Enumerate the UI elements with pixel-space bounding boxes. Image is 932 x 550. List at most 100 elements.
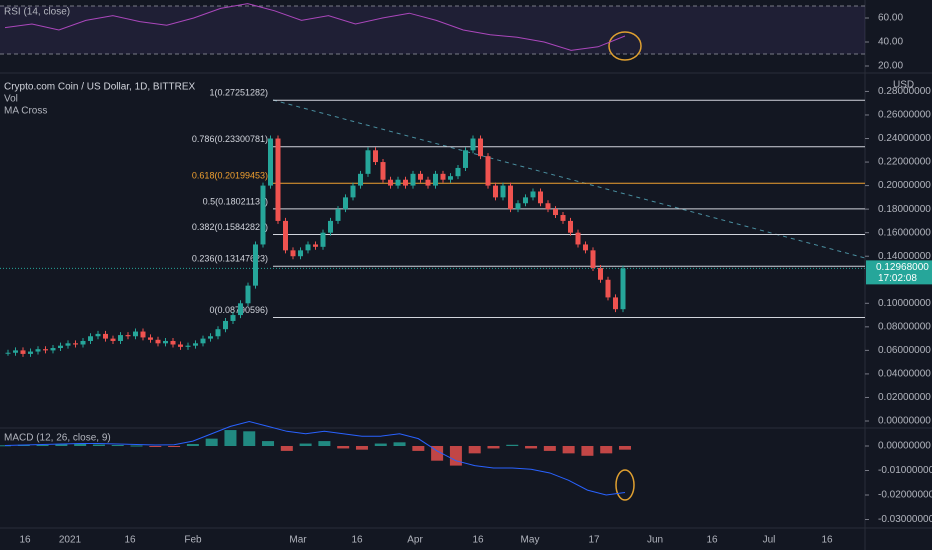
- price-tick-label: 0.28000000: [878, 86, 931, 97]
- macd-bar: [374, 443, 387, 446]
- macd-bar: [393, 442, 406, 446]
- price-tick-label: 0.26000000: [878, 110, 931, 121]
- candle: [238, 303, 243, 316]
- fib-label: 0.382(0.15842825): [192, 222, 268, 232]
- candle: [283, 220, 288, 251]
- macd-bar: [431, 446, 444, 461]
- candle: [313, 244, 318, 247]
- candle: [260, 185, 266, 245]
- candle: [388, 179, 393, 186]
- macd-tick-label: -0.02000000: [878, 490, 932, 501]
- macd-bar: [581, 446, 594, 456]
- candle: [508, 185, 513, 210]
- candle: [275, 138, 281, 221]
- candle: [208, 336, 213, 339]
- candle: [560, 215, 566, 221]
- candle: [470, 138, 476, 151]
- candle: [133, 331, 138, 337]
- candle: [358, 173, 363, 186]
- price-tick-label: 0.02000000: [878, 392, 931, 403]
- annotation-circle: [608, 31, 642, 61]
- rsi-tick-label: 40.00: [878, 37, 903, 48]
- candle: [613, 297, 618, 310]
- fib-label: 0.236(0.13147623): [192, 254, 268, 264]
- last-price-label: 0.12968000: [876, 262, 929, 273]
- annotation-circle: [615, 469, 635, 501]
- candle: [410, 173, 416, 186]
- candle: [170, 340, 176, 345]
- price-tick-label: 0.18000000: [878, 204, 931, 215]
- rsi-tick-label: 60.00: [878, 13, 903, 24]
- time-axis: 16 2021 16 Feb Mar 16 Apr 16 May 17 Jun …: [19, 535, 833, 546]
- candle: [493, 185, 498, 198]
- candle: [515, 203, 521, 210]
- price-tick-label: 0.00000000: [878, 416, 931, 427]
- countdown-label: 17:02:08: [878, 273, 917, 284]
- macd-bar: [262, 441, 275, 446]
- candle: [50, 348, 56, 351]
- candle: [95, 333, 101, 337]
- rsi-tick-label: 20.00: [878, 61, 903, 72]
- macd-bar: [506, 444, 519, 446]
- time-label: 16: [351, 535, 363, 546]
- candle: [163, 340, 168, 344]
- price-tick-label: 0.08000000: [878, 321, 931, 332]
- candle: [523, 197, 528, 204]
- candle: [185, 345, 191, 347]
- candle: [328, 220, 333, 233]
- fib-label: 0.786(0.23300781): [192, 134, 268, 144]
- candle: [5, 352, 11, 354]
- candle: [230, 315, 236, 321]
- macd-bar: [74, 443, 87, 446]
- fib-label: 0.618(0.20199453): [192, 171, 268, 181]
- macd-bar: [205, 438, 218, 446]
- candle: [320, 232, 326, 247]
- time-label: Feb: [184, 535, 202, 546]
- candle: [425, 179, 431, 186]
- candle: [125, 335, 131, 337]
- candle: [575, 232, 581, 245]
- macd-bar: [36, 445, 49, 447]
- candle: [335, 209, 341, 221]
- time-label: May: [521, 535, 540, 546]
- time-label: 2021: [59, 535, 82, 546]
- macd-bar: [186, 444, 199, 446]
- price-tick-label: 0.14000000: [878, 251, 931, 262]
- candle: [28, 351, 33, 354]
- candle: [395, 179, 401, 186]
- macd-bar: [543, 446, 556, 451]
- candle: [110, 338, 116, 341]
- candle: [88, 336, 93, 341]
- macd-bar: [600, 446, 613, 454]
- currency-label: USD: [893, 80, 914, 91]
- price-tick-label: 0.20000000: [878, 180, 931, 191]
- time-label: Apr: [407, 535, 423, 546]
- rsi-band: [0, 6, 865, 54]
- time-label: 16: [124, 535, 136, 546]
- candle: [305, 244, 311, 251]
- candle: [178, 344, 183, 347]
- price-tick-label: 0.06000000: [878, 345, 931, 356]
- price-tick-label: 0.10000000: [878, 298, 931, 309]
- candle: [418, 173, 423, 180]
- macd-bar: [130, 445, 143, 447]
- candle: [620, 268, 626, 310]
- macd-bar: [149, 446, 162, 447]
- time-label: Mar: [289, 535, 307, 546]
- macd-bar: [111, 445, 124, 447]
- candle: [13, 350, 18, 353]
- candle: [448, 176, 453, 180]
- candle: [20, 350, 26, 354]
- macd-bar: [92, 444, 105, 446]
- fib-label: 1(0.27251282): [209, 88, 268, 98]
- macd-bar: [487, 446, 500, 449]
- candle: [35, 349, 41, 352]
- candle: [253, 244, 258, 286]
- price-tick-label: 0.22000000: [878, 157, 931, 168]
- candle: [155, 339, 161, 344]
- fib-label: 0.5(0.18021139): [203, 196, 268, 206]
- candle: [65, 343, 71, 346]
- candle: [215, 329, 221, 337]
